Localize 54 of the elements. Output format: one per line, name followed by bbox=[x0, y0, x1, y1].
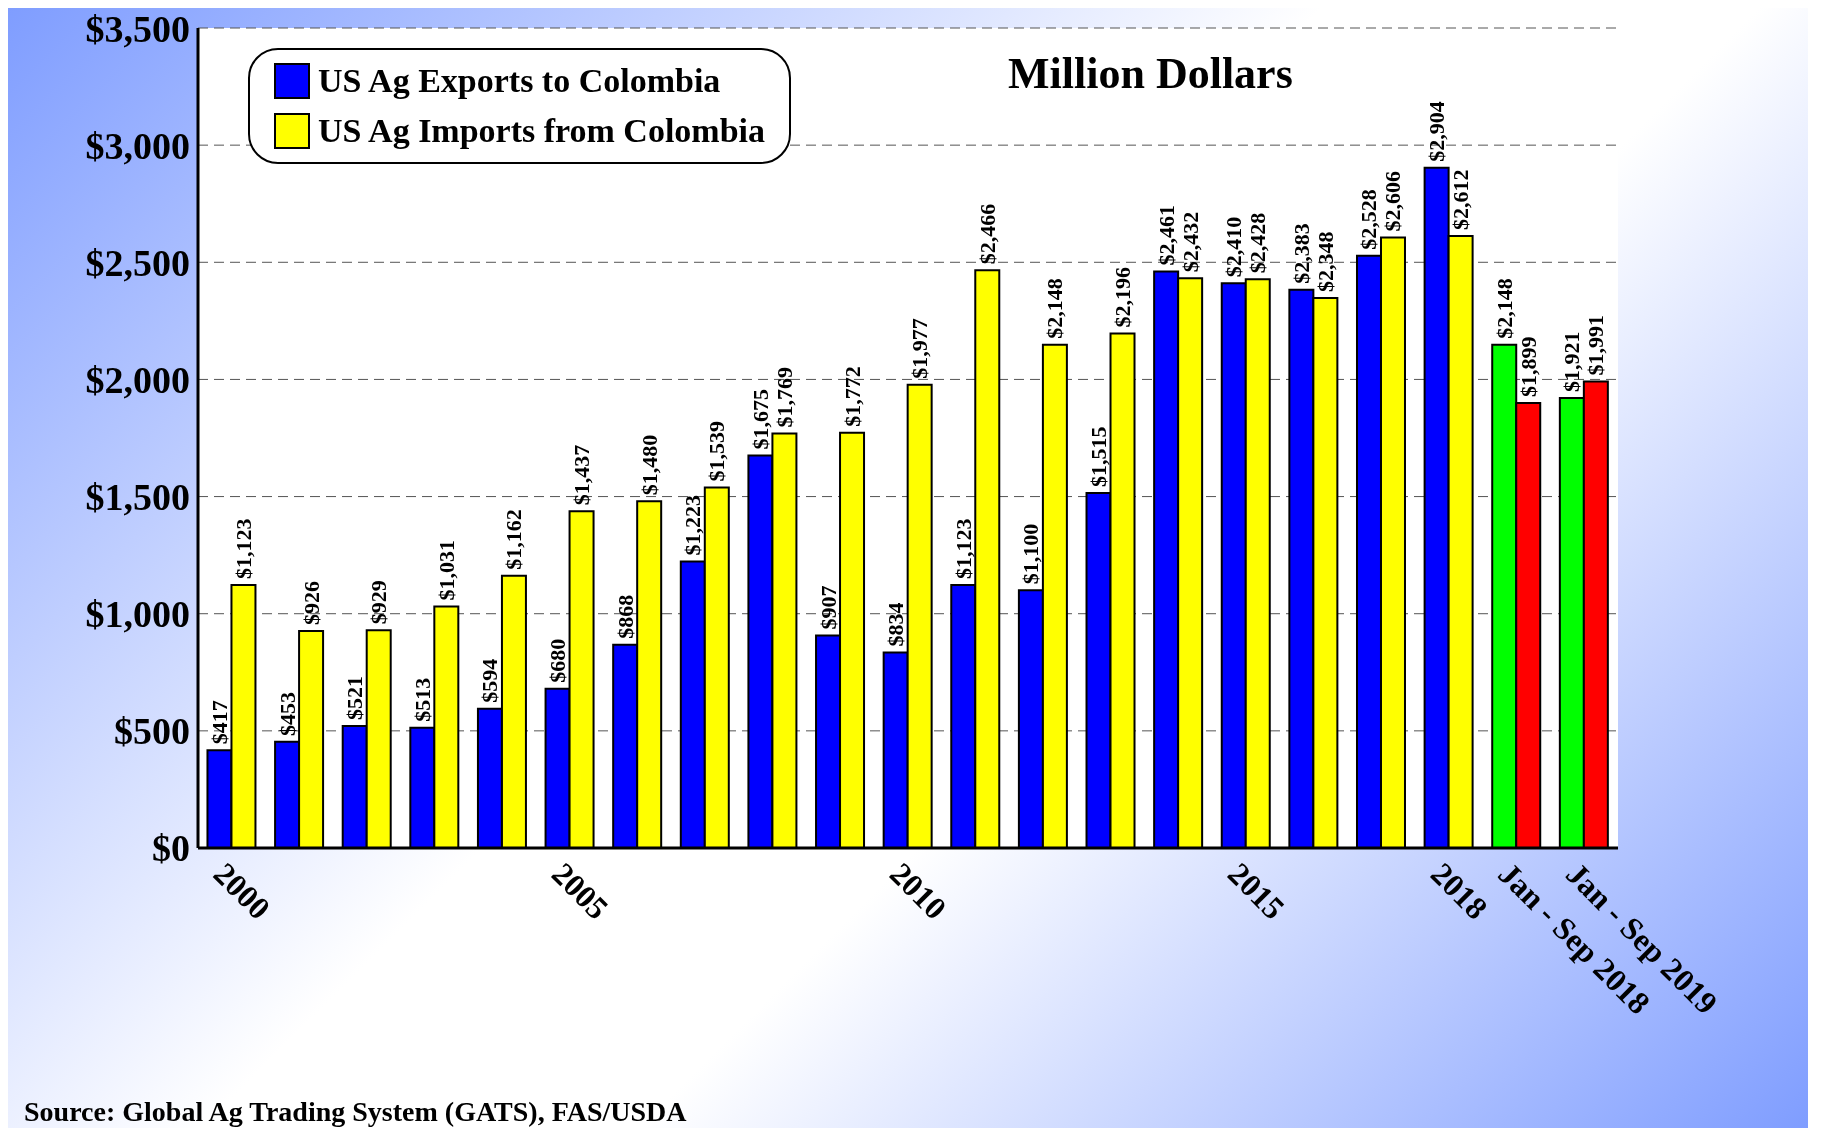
y-tick-label: $2,500 bbox=[85, 241, 190, 284]
data-label: $1,223 bbox=[680, 494, 706, 556]
data-label: $2,612 bbox=[1448, 169, 1474, 231]
data-label: $1,539 bbox=[704, 420, 730, 482]
data-label: $2,148 bbox=[1491, 278, 1517, 339]
data-label: $1,769 bbox=[771, 367, 797, 428]
y-tick-label: $3,000 bbox=[85, 124, 190, 167]
data-label: $513 bbox=[409, 677, 435, 722]
data-label: $2,528 bbox=[1356, 189, 1382, 250]
data-label: $2,196 bbox=[1110, 267, 1136, 328]
y-tick-label: $1,500 bbox=[85, 476, 190, 519]
y-tick-label: $2,000 bbox=[85, 358, 190, 401]
y-tick-label: $3,500 bbox=[85, 7, 190, 50]
data-label: $2,432 bbox=[1177, 211, 1203, 273]
data-label: $1,480 bbox=[636, 434, 662, 496]
data-label: $521 bbox=[342, 675, 368, 720]
data-label: $1,123 bbox=[950, 518, 976, 579]
data-label: $1,899 bbox=[1515, 336, 1541, 398]
data-label: $868 bbox=[612, 594, 638, 639]
data-label: $1,675 bbox=[747, 389, 773, 450]
source-note: Source: Global Ag Trading System (GATS), FAS/USDA bbox=[24, 1096, 687, 1128]
y-tick-label: $1,000 bbox=[85, 593, 190, 636]
data-label: $1,437 bbox=[569, 444, 595, 506]
data-label: $1,921 bbox=[1559, 331, 1585, 392]
data-label: $1,123 bbox=[230, 518, 256, 579]
data-label: $453 bbox=[274, 691, 300, 736]
data-label: $417 bbox=[206, 700, 232, 745]
data-label: $2,348 bbox=[1312, 231, 1338, 292]
data-label: $2,466 bbox=[974, 203, 1000, 265]
data-label: $1,100 bbox=[1018, 523, 1044, 585]
data-label: $1,031 bbox=[433, 539, 459, 601]
data-label: $2,410 bbox=[1221, 216, 1247, 278]
data-label: $1,162 bbox=[501, 509, 527, 570]
legend-label: US Ag Exports to Colombia bbox=[317, 61, 722, 101]
data-label: $1,977 bbox=[907, 318, 933, 379]
data-label: $2,461 bbox=[1153, 204, 1179, 266]
y-tick-label: $500 bbox=[114, 710, 190, 753]
data-label: $1,991 bbox=[1583, 315, 1609, 376]
text: Million Dollars bbox=[1008, 48, 1293, 99]
data-label: $594 bbox=[477, 658, 503, 703]
data-label: $929 bbox=[366, 580, 392, 625]
data-label: $2,383 bbox=[1288, 223, 1314, 284]
data-label: $926 bbox=[298, 581, 324, 626]
legend-label: US Ag Imports from Colombia bbox=[317, 111, 766, 151]
data-label: $907 bbox=[815, 585, 841, 630]
data-label: $680 bbox=[545, 638, 571, 683]
data-label: $1,772 bbox=[839, 366, 865, 427]
data-label: $834 bbox=[883, 602, 909, 647]
data-label: $2,904 bbox=[1424, 101, 1450, 162]
data-label: $2,428 bbox=[1245, 212, 1271, 274]
data-label: $2,148 bbox=[1042, 278, 1068, 339]
y-tick-label: $0 bbox=[152, 827, 190, 870]
data-label: $2,606 bbox=[1380, 170, 1406, 232]
data-label: $1,515 bbox=[1086, 426, 1112, 488]
